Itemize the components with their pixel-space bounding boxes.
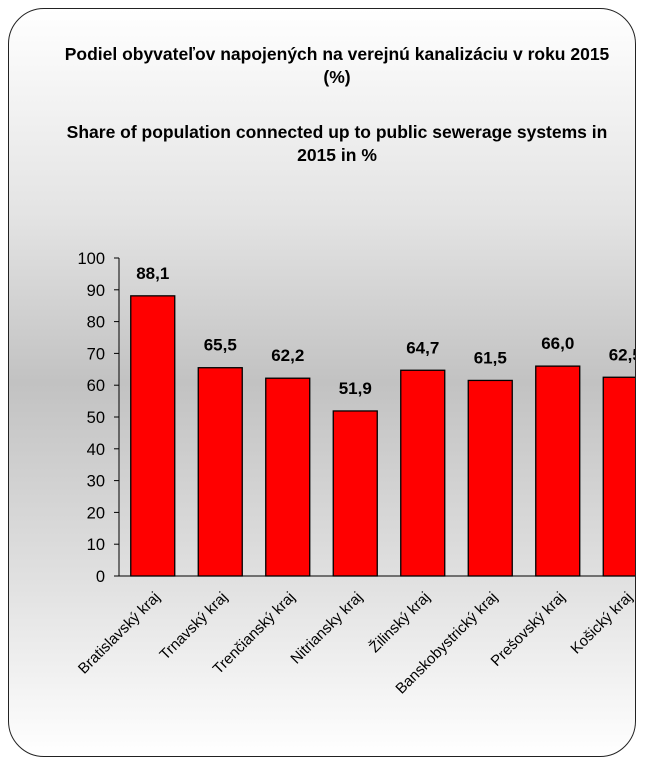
x-tick-label: Trnavský kraj xyxy=(156,589,231,664)
bar-chart: 0 10 20 30 40 50 60 70 80 90 100 88,1 Bratislavský k… xyxy=(75,250,636,698)
bar xyxy=(265,377,311,577)
y-tick-label: 70 xyxy=(87,345,105,363)
bar xyxy=(197,367,243,577)
y-tick-label: 80 xyxy=(87,314,105,332)
y-tick-label: 20 xyxy=(87,504,105,522)
bar xyxy=(467,379,513,577)
y-tick-label: 40 xyxy=(87,441,105,459)
data-label: 62,5 xyxy=(609,345,636,364)
chart-title-slovak: Podiel obyvateľov napojených na verejnú … xyxy=(64,44,610,87)
data-label: 64,7 xyxy=(406,338,439,357)
y-tick-label: 90 xyxy=(87,282,105,300)
y-tick-label: 10 xyxy=(87,536,105,554)
bar xyxy=(130,295,176,577)
bar xyxy=(400,369,446,577)
data-label: 88,1 xyxy=(136,264,169,283)
y-tick-label: 60 xyxy=(87,377,105,395)
y-tick-label: 50 xyxy=(87,409,105,427)
chart-title-english: Share of population connected up to publ… xyxy=(66,122,608,165)
bar xyxy=(602,376,635,577)
y-tick-label: 0 xyxy=(96,568,105,586)
y-tick-label: 100 xyxy=(77,250,105,268)
x-tick-label: Bratislavský kraj xyxy=(75,589,164,678)
data-label: 62,2 xyxy=(271,346,304,365)
bar xyxy=(332,410,378,577)
bar xyxy=(535,365,581,577)
chart-frame: Podiel obyvateľov napojených na verejnú … xyxy=(8,8,636,757)
x-tick-label: Nitriansky kraj xyxy=(287,589,366,668)
x-tick-label: Žilinský kraj xyxy=(366,589,433,656)
data-label: 61,5 xyxy=(474,348,507,367)
y-tick-label: 30 xyxy=(87,473,105,491)
data-label: 51,9 xyxy=(339,379,372,398)
data-label: 66,0 xyxy=(541,334,574,353)
data-label: 65,5 xyxy=(204,336,237,355)
x-tick-label: Košický kraj xyxy=(567,589,636,658)
